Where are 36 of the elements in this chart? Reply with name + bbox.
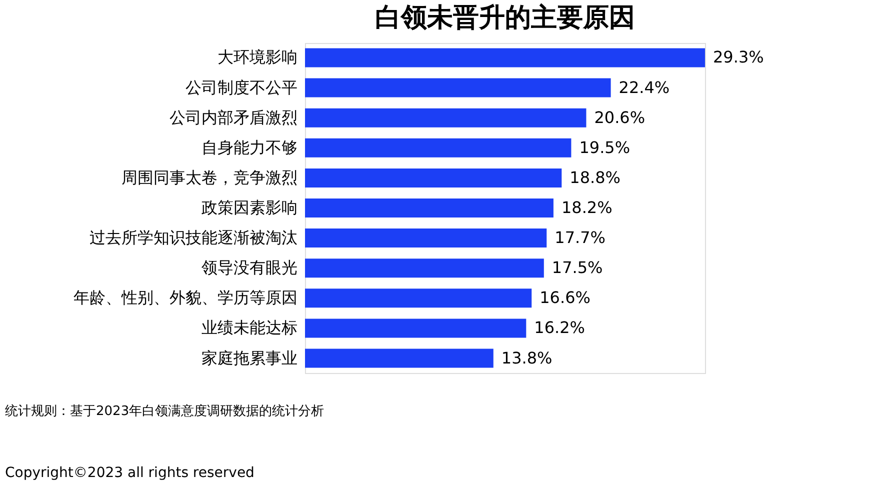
bar	[305, 318, 526, 338]
y-tick-label: 大环境影响	[218, 48, 298, 67]
data-label: 17.5%	[552, 258, 603, 278]
y-tick-label: 过去所学知识技能逐渐被淘汰	[90, 228, 298, 248]
data-label: 18.8%	[570, 168, 620, 187]
y-tick-label: 公司内部矛盾激烈	[170, 108, 298, 127]
bar	[305, 78, 611, 98]
bar	[305, 228, 547, 248]
data-label: 19.5%	[579, 138, 630, 157]
text: 统计规则：基于2023年白领满意度调研数据的统计分析	[5, 403, 324, 419]
data-label: 18.2%	[561, 198, 612, 217]
y-tick-label: 年龄、性别、外貌、学历等原因	[74, 288, 298, 308]
bar	[305, 258, 544, 278]
y-tick-label: 公司制度不公平	[186, 78, 298, 97]
y-tick-label: 业绩未能达标	[202, 318, 298, 338]
chart-title: 白领未晋升的主要原因	[375, 3, 635, 33]
data-label: 16.2%	[534, 318, 585, 338]
y-tick-label: 周围同事太卷，竞争激烈	[122, 168, 298, 187]
bar	[305, 288, 532, 308]
y-tick-label: 领导没有眼光	[202, 258, 298, 278]
y-tick-label: 政策因素影响	[202, 198, 298, 217]
data-label: 29.3%	[713, 48, 764, 67]
bar	[305, 198, 554, 218]
y-tick-label: 自身能力不够	[202, 138, 298, 157]
data-label: 16.6%	[540, 288, 590, 308]
data-label: 17.7%	[554, 228, 606, 248]
text: Copyright©2023 all rights reserved	[5, 465, 254, 481]
bar	[305, 138, 572, 158]
y-tick-label: 家庭拖累事业	[202, 348, 298, 368]
bar	[305, 48, 705, 68]
data-label: 20.6%	[594, 108, 646, 127]
data-label: 13.8%	[501, 348, 552, 368]
bar	[305, 168, 562, 188]
data-label: 22.4%	[618, 78, 670, 97]
bar	[305, 348, 494, 368]
bar	[305, 108, 586, 128]
